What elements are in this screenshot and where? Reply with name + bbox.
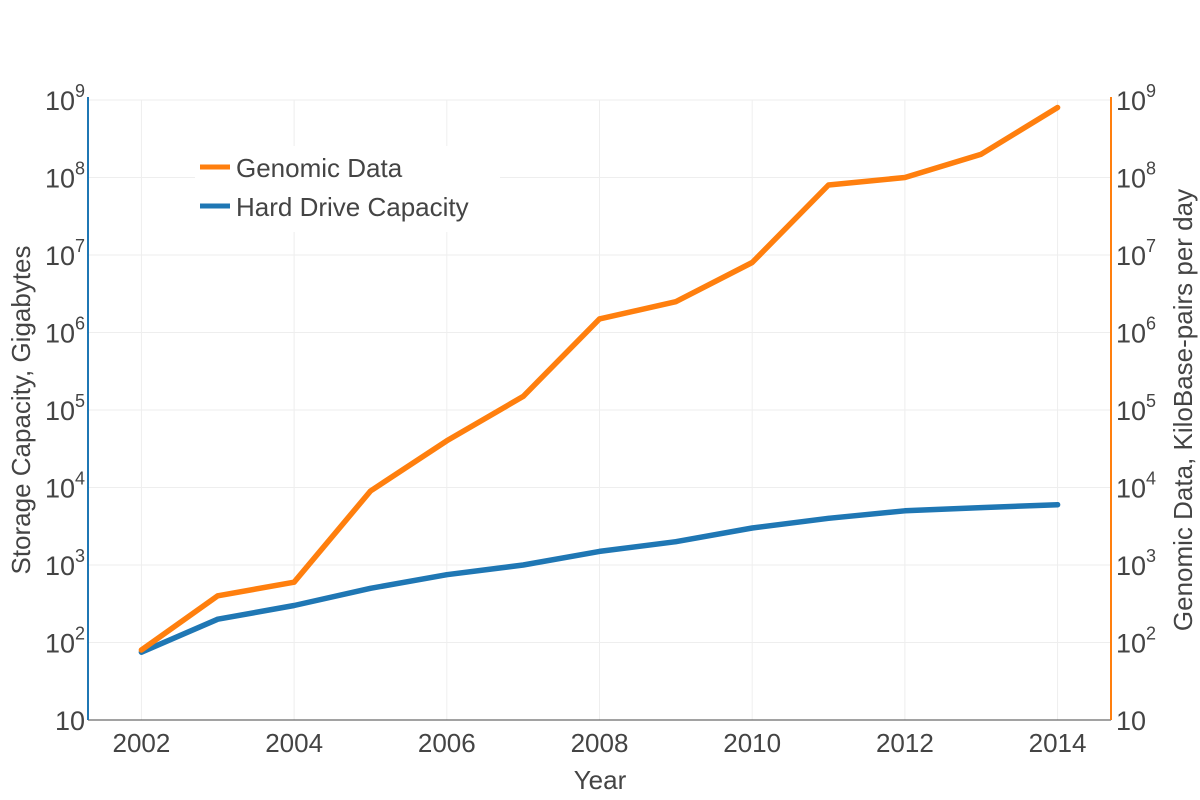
x-tick-label: 2008 [571, 728, 629, 758]
data-point-genomic-data [291, 579, 297, 585]
right-y-tick-label: 106 [1116, 314, 1156, 349]
left-y-tick-label: 103 [45, 546, 85, 581]
legend-label-hard-drive-capacity: Hard Drive Capacity [236, 192, 469, 222]
left-y-axis-title: Storage Capacity, Gigabytes [6, 245, 36, 574]
x-tick-label: 2012 [876, 728, 934, 758]
data-point-hard-drive-capacity [902, 508, 908, 514]
data-point-genomic-data [749, 260, 755, 266]
right-y-tick-label: 107 [1116, 236, 1156, 271]
data-point-genomic-data [215, 593, 221, 599]
x-axis-title: Year [574, 765, 627, 795]
left-y-tick-label: 104 [45, 469, 85, 504]
right-y-tick-label: 103 [1116, 546, 1156, 581]
data-point-genomic-data [1055, 105, 1061, 111]
left-y-tick-label: 102 [45, 624, 85, 659]
data-point-genomic-data [902, 175, 908, 180]
data-point-hard-drive-capacity [444, 572, 450, 578]
data-point-genomic-data [673, 299, 679, 305]
right-y-tick-label: 104 [1116, 469, 1156, 504]
right-y-tick-label: 108 [1116, 159, 1156, 194]
x-tick-label: 2006 [418, 728, 476, 758]
left-y-tick-label: 108 [45, 159, 85, 194]
right-y-tick-label: 109 [1116, 81, 1156, 116]
right-y-tick-label: 10 [1116, 706, 1146, 736]
data-point-hard-drive-capacity [215, 616, 221, 622]
data-point-hard-drive-capacity [673, 539, 679, 545]
data-point-genomic-data [520, 393, 526, 399]
data-point-hard-drive-capacity [1055, 502, 1061, 508]
right-y-tick-label: 102 [1116, 624, 1156, 659]
right-y-axis-title: Genomic Data, KiloBase-pairs per day [1168, 189, 1198, 631]
x-axis-ticks: 2002 2004 2006 2008 2010 2012 2014 [113, 728, 1087, 758]
data-point-genomic-data [826, 182, 832, 188]
left-y-tick-label: 106 [45, 314, 85, 349]
legend-background [195, 146, 500, 232]
x-tick-label: 2014 [1029, 728, 1087, 758]
left-y-axis-ticks: 10 102 103 104 105 106 107 108 109 [45, 81, 85, 736]
data-point-hard-drive-capacity [291, 603, 297, 609]
grid [88, 99, 1111, 720]
left-y-tick-label: 105 [45, 391, 85, 426]
data-point-hard-drive-capacity [749, 525, 755, 531]
legend-label-genomic-data: Genomic Data [236, 153, 403, 183]
data-point-genomic-data [367, 488, 373, 494]
data-point-hard-drive-capacity [520, 562, 526, 568]
right-y-axis-ticks: 10 102 103 104 105 106 107 108 109 [1116, 81, 1156, 736]
data-point-genomic-data [444, 438, 450, 444]
data-point-genomic-data [978, 151, 984, 157]
left-y-tick-label: 10 [55, 706, 85, 736]
left-y-tick-label: 107 [45, 236, 85, 271]
data-point-genomic-data [597, 316, 602, 322]
data-point-hard-drive-capacity [597, 548, 602, 554]
x-tick-label: 2010 [723, 728, 781, 758]
x-tick-label: 2004 [265, 728, 323, 758]
data-point-hard-drive-capacity [367, 585, 373, 591]
data-point-hard-drive-capacity [978, 505, 984, 511]
data-point-genomic-data [138, 647, 144, 653]
right-y-tick-label: 105 [1116, 391, 1156, 426]
x-tick-label: 2002 [113, 728, 171, 758]
data-point-hard-drive-capacity [826, 515, 832, 521]
legend: Genomic Data Hard Drive Capacity [195, 146, 500, 232]
left-y-tick-label: 109 [45, 81, 85, 116]
series-layer [138, 104, 1061, 655]
